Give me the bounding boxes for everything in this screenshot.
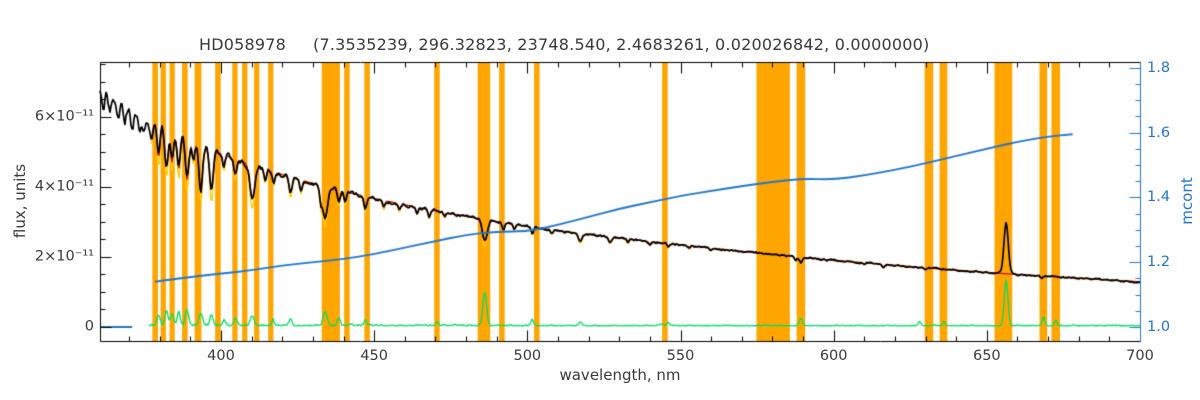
tick-label: 1.0 [1147, 319, 1171, 336]
tick-label: 1.6 [1147, 124, 1171, 141]
star-id: HD058978 [199, 35, 287, 54]
tick-label: 650 [972, 348, 1001, 364]
tick-label: 400 [207, 348, 235, 364]
tick-label: 600 [819, 348, 848, 364]
tick-label: 550 [666, 348, 695, 364]
tick-label: 450 [360, 348, 388, 364]
y-axis-label-right: mcont [1178, 177, 1196, 225]
tick-label: 2×10⁻¹¹ [34, 248, 94, 265]
y-axis-label-left: flux, units [11, 163, 29, 239]
title-params: (7.3535239, 296.32823, 23748.540, 2.4683… [313, 35, 930, 54]
tick-label: 500 [513, 348, 542, 364]
x-axis-label: wavelength, nm [559, 366, 681, 384]
plot-title: HD058978 (7.3535239, 296.32823, 23748.540… [199, 35, 929, 54]
tick-label: 1.2 [1147, 254, 1171, 271]
tick-label: 700 [1126, 348, 1154, 364]
tick-label: 0 [84, 318, 94, 335]
tick-label: 6×10⁻¹¹ [34, 108, 94, 125]
tick-label: 4×10⁻¹¹ [34, 178, 94, 195]
tick-label: 1.4 [1147, 189, 1171, 206]
tick-label: 1.8 [1147, 59, 1171, 76]
